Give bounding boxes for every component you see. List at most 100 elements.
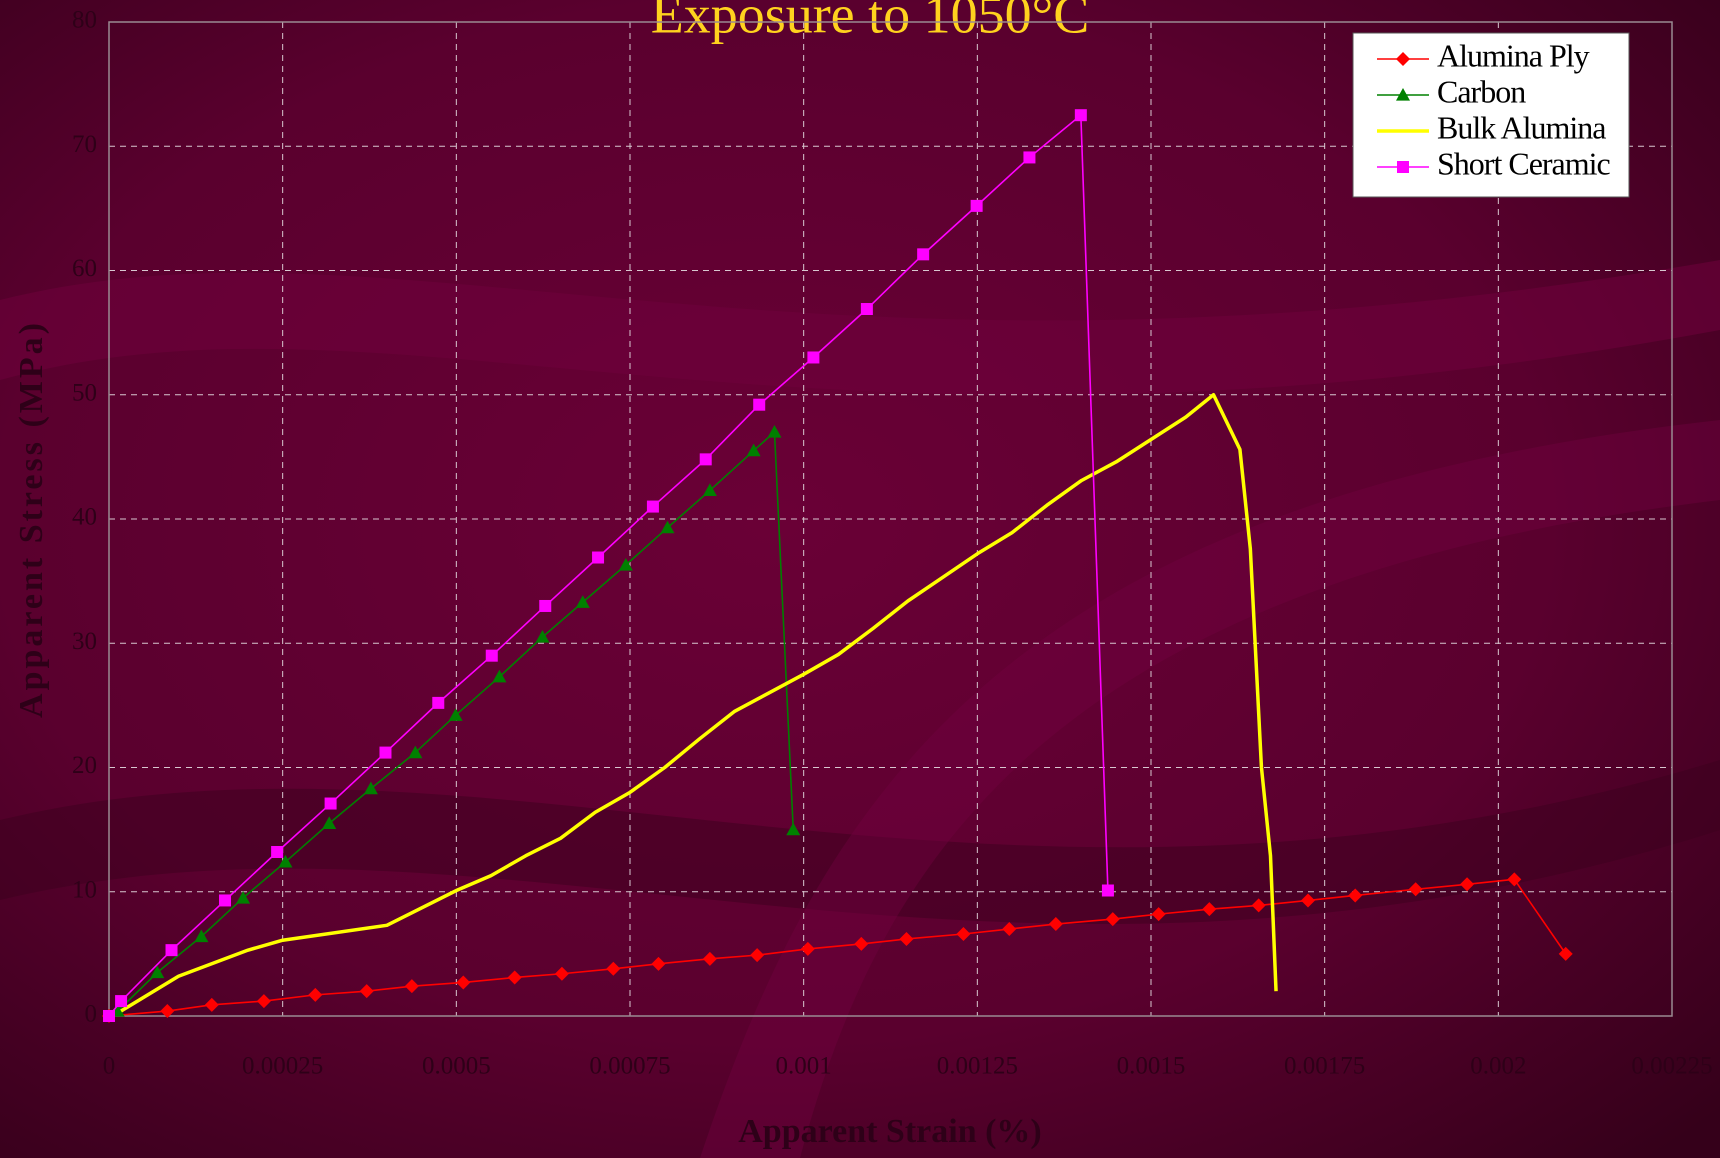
x-tick-label: 0.001	[776, 1053, 832, 1080]
y-tick-label: 40	[72, 504, 97, 531]
marker	[1202, 902, 1217, 917]
marker	[1558, 946, 1573, 961]
y-tick-label: 80	[72, 7, 97, 34]
y-tick-label: 70	[72, 131, 97, 158]
y-tick-label: 50	[72, 379, 97, 406]
marker	[1105, 912, 1120, 927]
series-line	[120, 393, 1278, 1013]
legend-marker	[1396, 88, 1410, 101]
marker	[917, 248, 930, 261]
marker	[1048, 917, 1063, 932]
marker	[1023, 151, 1036, 164]
marker	[1002, 922, 1017, 937]
marker	[103, 1010, 115, 1022]
legend-marker	[1396, 52, 1410, 66]
marker	[165, 944, 178, 957]
marker	[750, 948, 765, 963]
marker	[786, 822, 801, 836]
y-tick-label: 30	[72, 628, 97, 655]
marker	[660, 520, 675, 534]
marker	[1251, 898, 1266, 913]
x-tick-label: 0.00125	[937, 1053, 1018, 1080]
y-tick-label: 20	[72, 752, 97, 779]
plot-border	[108, 21, 1673, 1017]
marker	[256, 994, 271, 1009]
marker	[1507, 872, 1522, 887]
marker	[194, 929, 209, 943]
x-axis-label: Apparent Strain (%)	[738, 1113, 1042, 1150]
marker	[800, 941, 815, 956]
marker	[746, 443, 761, 457]
legend-label: Alumina Ply	[1437, 37, 1590, 73]
marker	[1300, 893, 1315, 908]
marker	[592, 551, 605, 564]
marker	[308, 987, 323, 1002]
background-swirl	[0, 260, 1720, 396]
series-line	[108, 878, 1567, 1017]
marker	[606, 961, 621, 976]
marker	[219, 894, 232, 907]
marker	[1151, 907, 1166, 922]
marker	[807, 351, 820, 364]
x-tick-label: 0	[103, 1053, 116, 1080]
legend-label: Carbon	[1437, 73, 1526, 109]
marker	[160, 1004, 175, 1019]
marker	[432, 696, 445, 709]
marker	[899, 931, 914, 946]
marker	[404, 979, 419, 994]
marker	[485, 649, 498, 662]
marker	[1101, 884, 1114, 897]
marker	[651, 956, 666, 971]
marker	[363, 781, 378, 795]
marker	[271, 845, 284, 858]
marker	[753, 398, 766, 411]
marker	[554, 966, 569, 981]
marker	[646, 500, 659, 513]
marker	[456, 975, 471, 990]
marker	[448, 708, 463, 721]
marker	[535, 630, 550, 643]
marker	[408, 745, 423, 759]
x-tick-label: 0.00025	[242, 1053, 323, 1080]
x-tick-label: 0.00175	[1284, 1053, 1365, 1080]
marker	[379, 746, 392, 759]
marker	[492, 669, 507, 683]
marker	[278, 854, 293, 868]
marker	[575, 595, 590, 608]
marker	[1348, 888, 1363, 903]
legend-label: Bulk Alumina	[1437, 109, 1606, 145]
legend-label: Short Ceramic	[1437, 145, 1611, 181]
x-tick-label: 0.002	[1470, 1053, 1526, 1080]
y-tick-label: 10	[72, 876, 97, 903]
marker	[115, 995, 128, 1008]
x-tick-label: 0.0005	[422, 1053, 491, 1080]
x-tick-label: 0.0015	[1117, 1053, 1186, 1080]
marker	[970, 199, 983, 212]
marker	[322, 816, 337, 830]
background-swirl	[0, 760, 1720, 924]
y-tick-label: 60	[72, 255, 97, 282]
legend-marker	[1397, 161, 1409, 173]
marker	[150, 965, 165, 979]
marker	[767, 425, 782, 438]
marker	[854, 936, 869, 951]
marker	[1074, 109, 1087, 122]
marker	[204, 997, 219, 1012]
series-line	[117, 431, 795, 1012]
marker	[359, 984, 374, 999]
x-tick-label: 0.00225	[1631, 1053, 1712, 1080]
marker	[236, 890, 251, 904]
marker	[539, 599, 552, 612]
marker	[860, 303, 873, 316]
marker	[699, 453, 712, 466]
marker	[324, 797, 337, 810]
marker	[618, 557, 633, 571]
y-tick-label: 0	[85, 1001, 98, 1028]
marker	[702, 483, 717, 497]
marker	[956, 926, 971, 941]
marker	[702, 951, 717, 966]
x-tick-label: 0.00075	[589, 1053, 670, 1080]
marker	[507, 970, 522, 985]
